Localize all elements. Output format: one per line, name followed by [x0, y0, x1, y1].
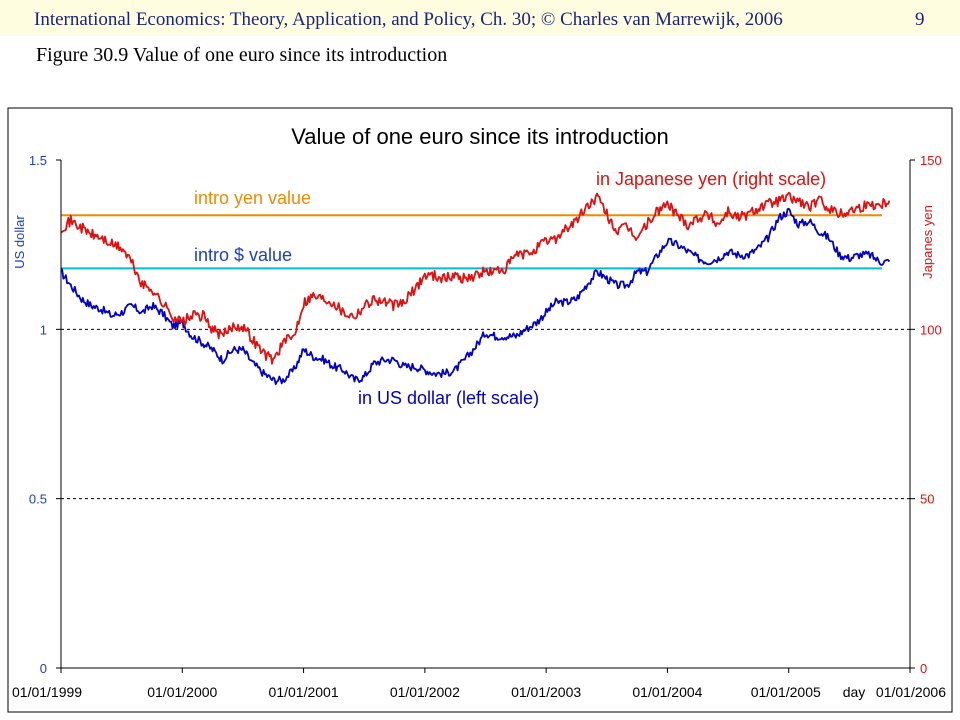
x-tick-label: day: [843, 684, 866, 700]
yen-series-label: in Japanese yen (right scale): [596, 169, 826, 189]
usd-series-label: in US dollar (left scale): [358, 388, 539, 408]
x-tick-label: 01/01/2003: [511, 684, 581, 700]
right-tick-label: 100: [920, 322, 942, 337]
x-tick-label: 01/01/2002: [390, 684, 460, 700]
page-number: 9: [915, 9, 925, 30]
left-tick-label: 1.5: [29, 153, 47, 168]
yen-series-line: [60, 191, 891, 365]
intro-usd-value-label: intro $ value: [194, 245, 292, 265]
left-tick-label: 1: [40, 322, 47, 337]
header-text: International Economics: Theory, Applica…: [34, 9, 783, 30]
header-band: [0, 0, 960, 36]
left-axis-label: US dollar: [12, 215, 27, 269]
intro-yen-value-label: intro yen value: [194, 188, 311, 208]
figure-caption: Figure 30.9 Value of one euro since its …: [36, 44, 448, 66]
x-tick-label: 01/01/1999: [12, 684, 82, 700]
left-tick-label: 0.5: [29, 492, 47, 507]
annotation-layer: 0 0.5 1 1.5 0 50 100 150 01/01/1999 01/01/2000 01/…: [12, 153, 946, 700]
chart-title: Value of one euro since its introduction: [291, 124, 669, 149]
x-tick-label: 01/01/2001: [269, 684, 339, 700]
left-tick-label: 0: [40, 661, 47, 676]
x-tick-label: 01/01/2000: [147, 684, 217, 700]
right-tick-label: 0: [920, 661, 927, 676]
x-tick-label: 01/01/2005: [751, 684, 821, 700]
right-tick-label: 50: [920, 492, 934, 507]
axis-layer: [56, 159, 915, 673]
series-layer: [60, 191, 891, 386]
right-tick-label: 150: [920, 153, 942, 168]
right-axis-label: Japanes yen: [920, 205, 935, 279]
chart-frame: [7, 107, 953, 713]
usd-series-line: [60, 207, 891, 386]
x-tick-label: 01/01/2004: [632, 684, 702, 700]
x-tick-label: 01/01/2006: [876, 684, 946, 700]
